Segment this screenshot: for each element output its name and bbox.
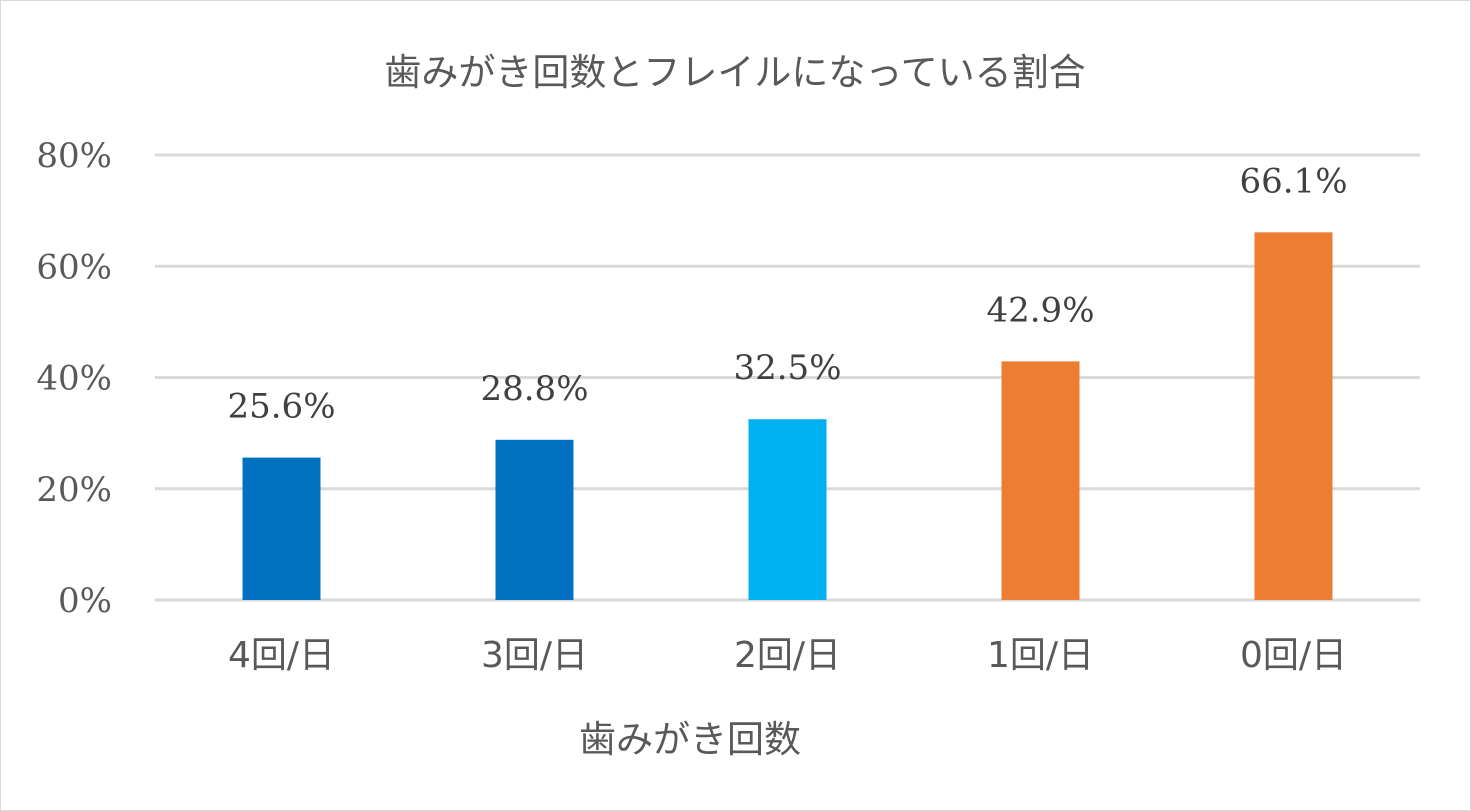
bar (748, 419, 827, 600)
y-tick-label: 20% (36, 470, 112, 510)
data-label: 66.1% (1239, 161, 1347, 201)
y-tick-label: 80% (36, 136, 112, 176)
data-label: 32.5% (733, 348, 841, 388)
y-tick-label: 60% (36, 247, 112, 287)
category-label: 1回/日 (987, 635, 1094, 676)
category-labels: 4回/日 3回/日 2回/日 1回/日 0回/日 (228, 635, 1347, 676)
bar (495, 439, 574, 600)
y-tick-label: 40% (36, 359, 112, 399)
category-label: 0回/日 (1240, 635, 1347, 676)
bars (242, 232, 1333, 600)
y-axis-ticks: 0% 20% 40% 60% 80% (36, 136, 112, 621)
category-label: 3回/日 (481, 635, 588, 676)
bar (242, 457, 321, 600)
category-label: 2回/日 (734, 635, 841, 676)
data-label: 42.9% (986, 290, 1094, 330)
bar (1254, 232, 1333, 600)
x-axis-title: 歯みがき回数 (579, 718, 801, 761)
category-label: 4回/日 (228, 635, 335, 676)
data-label: 28.8% (480, 369, 588, 409)
bar (1001, 361, 1080, 600)
data-label: 25.6% (227, 387, 335, 427)
chart-title: 歯みがき回数とフレイルになっている割合 (384, 51, 1085, 94)
y-tick-label: 0% (58, 581, 112, 621)
data-labels: 25.6% 28.8% 32.5% 42.9% 66.1% (227, 161, 1347, 426)
